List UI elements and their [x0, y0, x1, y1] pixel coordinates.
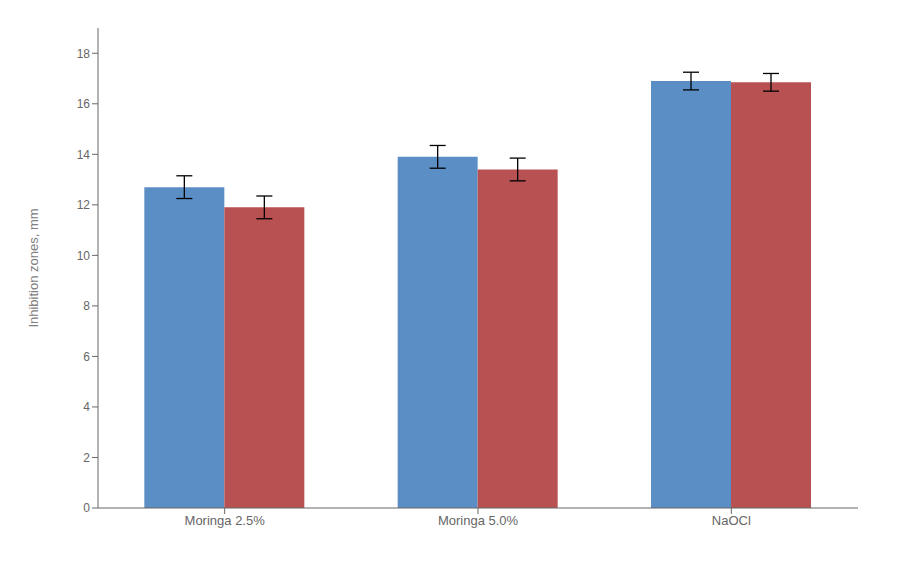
- svg-text:0: 0: [83, 501, 90, 515]
- svg-text:Moringa 5.0%: Moringa 5.0%: [438, 513, 519, 528]
- svg-text:Moringa 2.5%: Moringa 2.5%: [185, 513, 266, 528]
- svg-text:2: 2: [83, 451, 90, 465]
- svg-text:16: 16: [77, 97, 91, 111]
- svg-text:4: 4: [83, 400, 90, 414]
- svg-text:Inhibition zones, mm: Inhibition zones, mm: [26, 208, 41, 327]
- svg-text:8: 8: [83, 299, 90, 313]
- svg-text:10: 10: [77, 249, 91, 263]
- svg-text:NaOCl: NaOCl: [712, 513, 751, 528]
- svg-text:14: 14: [77, 148, 91, 162]
- svg-text:18: 18: [77, 47, 91, 61]
- svg-text:6: 6: [83, 350, 90, 364]
- svg-text:12: 12: [77, 198, 91, 212]
